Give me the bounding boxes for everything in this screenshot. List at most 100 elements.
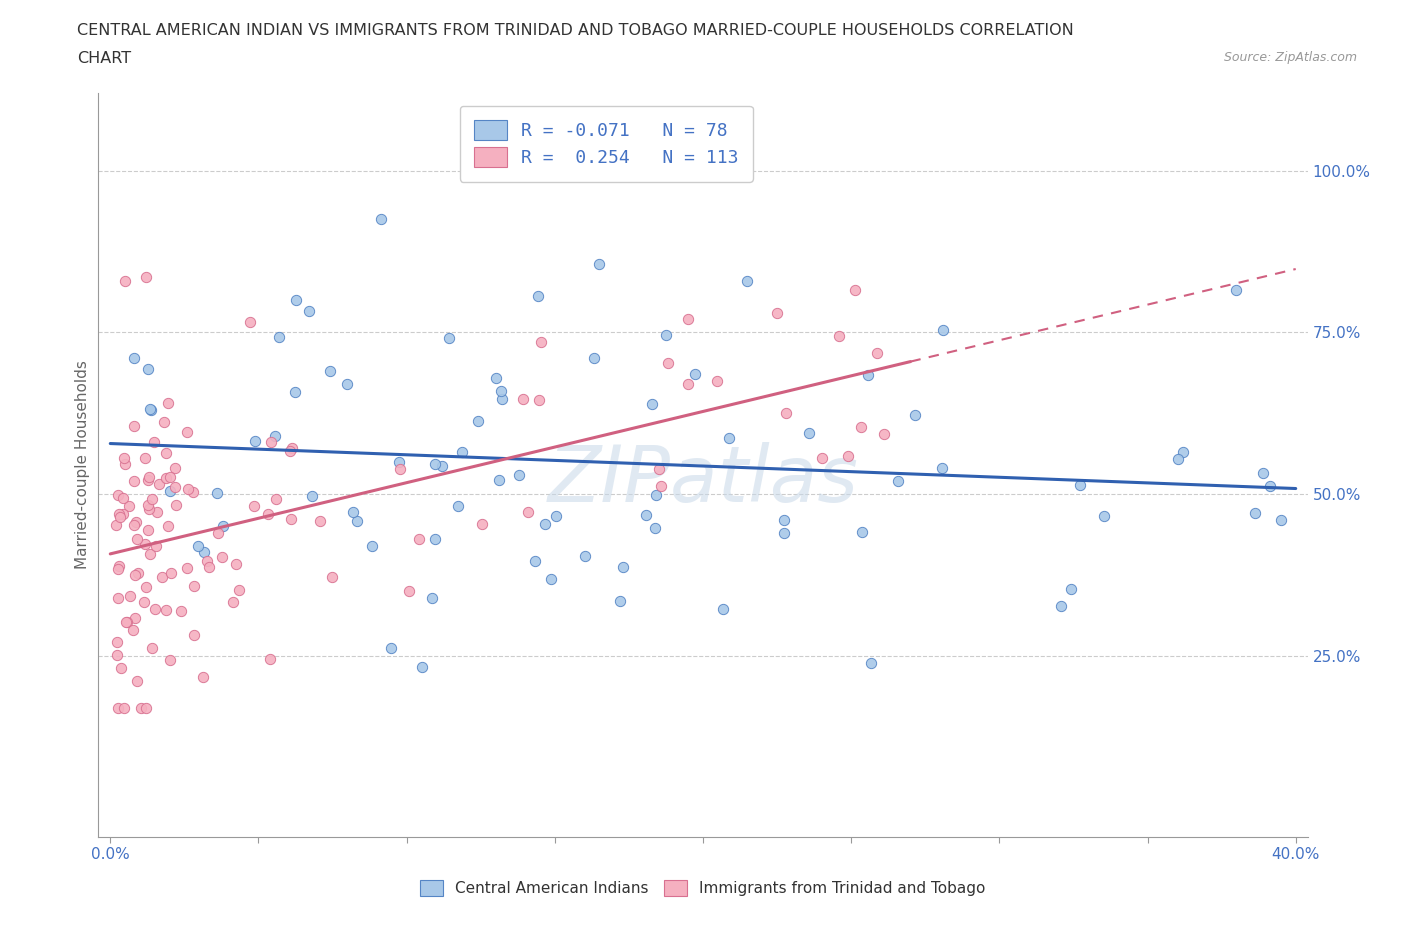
Point	[309, 513, 332, 528]
Point	[423, 531, 446, 546]
Point	[115, 615, 138, 630]
Point	[138, 470, 160, 485]
Point	[544, 508, 567, 523]
Point	[183, 578, 205, 593]
Point	[138, 547, 160, 562]
Point	[159, 484, 181, 498]
Point	[676, 312, 699, 326]
Point	[859, 655, 882, 670]
Point	[932, 323, 955, 338]
Point	[114, 615, 136, 630]
Point	[136, 523, 159, 538]
Point	[157, 518, 180, 533]
Point	[228, 583, 250, 598]
Point	[491, 392, 513, 406]
Point	[177, 482, 200, 497]
Point	[266, 492, 288, 507]
Point	[718, 431, 741, 445]
Point	[1094, 508, 1116, 523]
Text: ZIPatlas: ZIPatlas	[547, 442, 859, 518]
Point	[648, 461, 671, 476]
Point	[156, 395, 179, 410]
Point	[508, 468, 530, 483]
Point	[142, 435, 165, 450]
Point	[423, 457, 446, 472]
Point	[176, 424, 198, 439]
Point	[706, 374, 728, 389]
Point	[136, 498, 159, 512]
Point	[124, 568, 146, 583]
Point	[389, 461, 412, 476]
Point	[281, 441, 304, 456]
Point	[447, 498, 470, 513]
Point	[148, 476, 170, 491]
Point	[165, 480, 187, 495]
Point	[187, 538, 209, 553]
Point	[124, 518, 146, 533]
Point	[127, 674, 149, 689]
Point	[259, 434, 281, 449]
Point	[239, 315, 262, 330]
Point	[588, 257, 610, 272]
Point	[107, 562, 129, 577]
Point	[122, 351, 145, 365]
Point	[114, 273, 136, 288]
Point	[193, 544, 215, 559]
Point	[129, 700, 152, 715]
Point	[1049, 599, 1071, 614]
Point	[388, 455, 411, 470]
Point	[136, 472, 159, 487]
Point	[163, 460, 186, 475]
Point	[138, 501, 160, 516]
Point	[527, 392, 550, 407]
Point	[471, 516, 494, 531]
Point	[360, 538, 382, 553]
Point	[110, 510, 132, 525]
Point	[650, 479, 672, 494]
Point	[346, 513, 368, 528]
Point	[121, 622, 143, 637]
Point	[198, 560, 221, 575]
Point	[159, 652, 181, 667]
Point	[256, 507, 278, 522]
Point	[160, 565, 183, 580]
Point	[527, 288, 550, 303]
Point	[799, 426, 821, 441]
Point	[713, 601, 735, 616]
Point	[132, 594, 155, 609]
Point	[195, 553, 218, 568]
Point	[737, 273, 759, 288]
Point	[114, 457, 136, 472]
Point	[145, 538, 167, 553]
Point	[110, 660, 132, 675]
Point	[422, 591, 444, 605]
Point	[153, 415, 176, 430]
Point	[150, 569, 173, 584]
Point	[211, 550, 233, 565]
Point	[810, 450, 832, 465]
Point	[183, 628, 205, 643]
Text: CHART: CHART	[77, 51, 131, 66]
Point	[155, 445, 177, 460]
Point	[641, 396, 664, 411]
Point	[107, 487, 129, 502]
Point	[122, 418, 145, 433]
Point	[540, 572, 562, 587]
Point	[844, 282, 866, 297]
Point	[534, 516, 557, 531]
Point	[134, 536, 156, 551]
Point	[516, 504, 538, 519]
Point	[118, 498, 141, 513]
Point	[280, 512, 302, 526]
Point	[866, 345, 889, 360]
Point	[301, 489, 323, 504]
Point	[676, 377, 699, 392]
Y-axis label: Married-couple Households: Married-couple Households	[75, 361, 90, 569]
Point	[524, 553, 547, 568]
Point	[125, 531, 148, 546]
Point	[887, 474, 910, 489]
Point	[432, 458, 454, 473]
Point	[135, 270, 157, 285]
Point	[683, 366, 706, 381]
Point	[380, 641, 402, 656]
